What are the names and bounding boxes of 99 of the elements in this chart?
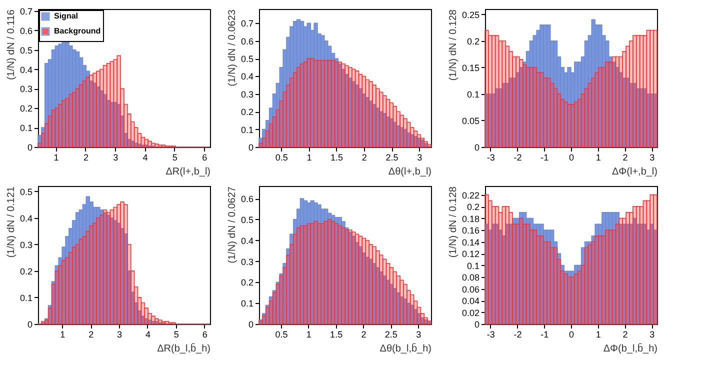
x-tick-label: 3	[416, 330, 422, 340]
y-tick-label: 0.12	[462, 249, 480, 260]
y-tick-label: 0.22	[462, 190, 480, 200]
x-tick-label: 1	[54, 152, 59, 162]
y-tick-label: 0.1	[20, 123, 32, 134]
y-tick-label: 0.6	[240, 194, 254, 204]
y-tick-label: 0.4	[240, 72, 254, 82]
x-tick-label: -1	[540, 152, 549, 162]
x-tick-label: 1	[596, 330, 601, 340]
x-tick-label: 1	[306, 152, 312, 162]
y-tick-label: 0.1	[20, 292, 32, 303]
x-tick-label: 6	[202, 152, 208, 162]
y-tick-label: 0.5	[240, 214, 254, 225]
x-tick-label: -3	[486, 152, 495, 162]
y-tick-label: 0.4	[20, 64, 32, 75]
x-tick-label: 2	[361, 330, 366, 340]
x-axis-title: Δθ(l+,b_l)	[388, 166, 432, 178]
x-tick-label: 5	[174, 330, 179, 340]
x-tick-label: -1	[540, 330, 549, 340]
x-tick-label: 2.5	[386, 152, 398, 162]
x-tick-label: -3	[486, 330, 495, 340]
y-tick-label: 0	[27, 320, 32, 330]
y-tick-label: 0.2	[20, 104, 32, 114]
y-tick-label: 0.2	[240, 107, 254, 118]
x-tick-label: 6	[202, 330, 208, 340]
y-tick-label: 0	[474, 142, 480, 152]
y-tick-label: 0.1	[466, 89, 480, 100]
x-tick-label: 0	[568, 152, 574, 162]
x-tick-label: 4	[142, 152, 148, 162]
y-tick-label: 0.7	[20, 6, 32, 16]
x-tick-label: 4	[145, 330, 150, 340]
x-tick-label: 1.5	[330, 152, 344, 162]
y-axis-title: (1/N) dN / 0.116	[6, 9, 17, 80]
y-tick-label: 0.05	[462, 116, 480, 126]
x-tick-label: 2	[83, 152, 88, 162]
x-tick-label: 1	[60, 330, 66, 340]
y-axis-title: (1/N) dN / 0.0627	[226, 186, 238, 264]
y-tick-label: 0	[248, 320, 254, 330]
y-tick-label: 0.1	[240, 298, 254, 309]
y-tick-label: 0.15	[462, 62, 480, 73]
y-tick-label: 0.3	[240, 256, 254, 267]
y-tick-label: 0.2	[20, 266, 32, 276]
x-tick-label: 3	[650, 152, 655, 162]
x-tick-label: 3	[113, 152, 118, 162]
y-tick-label: 0.6	[20, 26, 32, 36]
x-tick-label: 1	[306, 330, 312, 340]
y-axis-title: (1/N) dN / 0.0623	[226, 9, 238, 86]
x-axis-title: ΔΦ(b_l,b̄_h)	[603, 342, 658, 354]
y-tick-label: 0.16	[462, 226, 480, 236]
x-tick-label: 2	[88, 330, 94, 340]
x-tick-label: 2	[622, 330, 628, 340]
y-tick-label: 0.14	[462, 237, 480, 248]
legend-label: Background	[54, 26, 101, 36]
x-tick-label: 5	[172, 152, 178, 162]
x-tick-label: 3	[117, 330, 122, 340]
y-tick-label: 0	[27, 142, 32, 152]
x-tick-label: 3	[650, 330, 655, 340]
y-tick-label: 0.02	[462, 308, 480, 318]
x-axis-title: ΔΦ(l+,b_l)	[612, 166, 658, 178]
x-tick-label: -2	[514, 152, 522, 162]
x-tick-label: 0	[568, 330, 574, 340]
y-axis-title: (1/N) dN / 0.121	[6, 186, 17, 258]
x-tick-label: 0.5	[275, 152, 288, 162]
x-tick-label: -2	[514, 330, 522, 340]
y-tick-label: 0.2	[240, 278, 254, 288]
y-tick-label: 0.7	[240, 18, 254, 29]
y-tick-label: 0.2	[466, 36, 480, 46]
y-tick-label: 0.2	[466, 202, 480, 212]
y-tick-label: 0.04	[462, 296, 480, 306]
y-tick-label: 0.3	[20, 84, 32, 94]
x-tick-label: 2	[622, 152, 628, 162]
x-tick-label: 1.5	[330, 330, 343, 340]
y-axis-title: (1/N) dN / 0.128	[448, 9, 459, 81]
legend-label: Signal	[54, 12, 78, 20]
y-tick-label: 0.06	[462, 284, 480, 294]
y-tick-label: 0.1	[240, 124, 254, 135]
x-axis-title: ΔR(b_l,b̄_h)	[157, 342, 210, 354]
y-tick-label: 0.5	[20, 186, 32, 197]
y-tick-label: 0.3	[20, 240, 32, 250]
x-tick-label: 1	[596, 152, 601, 162]
y-tick-label: 0.18	[462, 214, 480, 224]
x-tick-label: 3	[417, 152, 422, 162]
y-tick-label: 0	[248, 142, 254, 152]
y-tick-label: 0.5	[20, 45, 32, 56]
y-tick-label: 0.25	[462, 10, 480, 20]
y-tick-label: 0.5	[240, 54, 254, 64]
y-tick-label: 0.4	[20, 213, 32, 224]
y-tick-label: 0.6	[240, 36, 254, 46]
y-axis-title: (1/N) dN / 0.128	[448, 186, 459, 258]
y-tick-label: 0	[474, 320, 480, 330]
x-tick-label: 2.5	[384, 330, 398, 340]
x-tick-label: 0.5	[275, 330, 288, 340]
y-tick-label: 0.08	[462, 272, 480, 283]
x-tick-label: 2	[362, 152, 367, 162]
y-tick-label: 0.1	[466, 260, 480, 271]
y-tick-label: 0.3	[240, 89, 254, 100]
x-axis-title: Δθ(b_l,b̄_h)	[380, 342, 432, 354]
y-tick-label: 0.4	[240, 236, 254, 246]
x-axis-title: ΔR(l+,b_l)	[166, 166, 210, 178]
